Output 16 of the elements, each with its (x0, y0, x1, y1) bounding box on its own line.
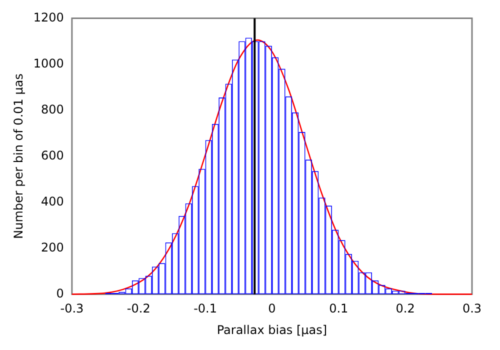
x-tick-label: 0 (268, 302, 276, 316)
x-tick-label: -0.1 (194, 302, 218, 316)
x-tick-label: 0.2 (396, 302, 415, 316)
x-axis-title: Parallax bias [µas] (216, 322, 328, 337)
x-tick-label: -0.2 (126, 302, 150, 316)
x-tick-label: 0.3 (462, 302, 482, 316)
y-tick-label: 0 (56, 286, 64, 300)
y-tick-label: 1200 (33, 10, 64, 24)
y-tick-label: 600 (41, 148, 64, 162)
x-tick-label: -0.3 (60, 302, 84, 316)
y-tick-label: 400 (41, 194, 64, 208)
y-tick-label: 800 (41, 102, 64, 116)
y-tick-label: 200 (41, 240, 64, 254)
y-tick-label: 1000 (33, 56, 64, 70)
x-tick-label: 0.1 (329, 302, 348, 316)
y-axis-title: Number per bin of 0.01 µas (11, 74, 26, 239)
